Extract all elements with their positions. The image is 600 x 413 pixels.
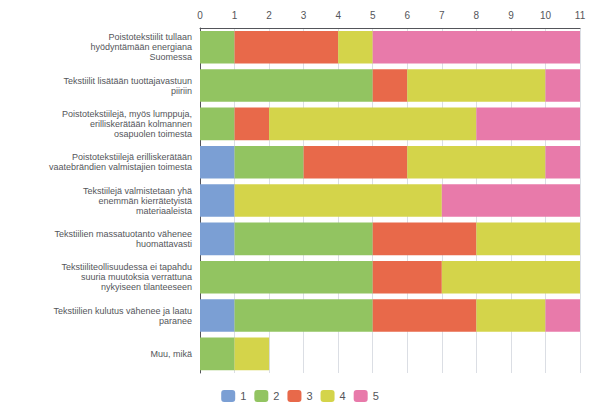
svg-text:3: 3: [301, 10, 307, 21]
svg-text:Poistotekstiilejä, myös lumppu: Poistotekstiilejä, myös lumppuja,: [62, 109, 192, 119]
svg-text:4: 4: [335, 10, 341, 21]
svg-text:8: 8: [474, 10, 480, 21]
svg-text:Poistotekstiilejä erilliskerät: Poistotekstiilejä erilliskerätään: [72, 152, 192, 162]
svg-text:1: 1: [240, 390, 246, 402]
svg-text:1: 1: [232, 10, 238, 21]
svg-text:5: 5: [373, 390, 379, 402]
svg-text:paranee: paranee: [159, 316, 192, 326]
svg-text:2: 2: [266, 10, 272, 21]
svg-text:enemmän kierrätetyistä: enemmän kierrätetyistä: [98, 196, 192, 206]
svg-text:osapuolen toimesta: osapuolen toimesta: [114, 129, 192, 139]
svg-text:5: 5: [370, 10, 376, 21]
svg-text:Tekstiilit lisätään tuottajava: Tekstiilit lisätään tuottajavastuun: [63, 76, 192, 86]
svg-text:Tekstiilien massatuotanto vähe: Tekstiilien massatuotanto vähenee: [54, 229, 192, 239]
svg-text:7: 7: [439, 10, 445, 21]
svg-text:2: 2: [273, 390, 279, 402]
svg-text:Tekstiilien kulutus vähenee ja: Tekstiilien kulutus vähenee ja laatu: [53, 306, 192, 316]
svg-text:3: 3: [306, 390, 312, 402]
svg-text:erilliskerätään kolmannen: erilliskerätään kolmannen: [90, 119, 192, 129]
svg-text:9: 9: [508, 10, 514, 21]
svg-text:nykyiseen tilanteeseen: nykyiseen tilanteeseen: [101, 282, 192, 292]
svg-text:Tekstiilejä valmistetaan yhä: Tekstiilejä valmistetaan yhä: [83, 186, 192, 196]
svg-text:Muu, mikä: Muu, mikä: [150, 349, 192, 359]
svg-text:4: 4: [340, 390, 346, 402]
svg-text:huomattavasti: huomattavasti: [136, 239, 192, 249]
svg-text:hyödyntämään energiana: hyödyntämään energiana: [90, 42, 192, 52]
svg-text:Suomessa: Suomessa: [149, 52, 192, 62]
svg-text:0: 0: [197, 10, 203, 21]
svg-text:suuria muutoksia verrattuna: suuria muutoksia verrattuna: [81, 272, 192, 282]
svg-text:materiaaleista: materiaaleista: [136, 206, 192, 216]
svg-text:11: 11: [575, 10, 586, 21]
svg-text:10: 10: [540, 10, 552, 21]
svg-text:vaatebrändien valmistajien toi: vaatebrändien valmistajien toimesta: [49, 162, 192, 172]
svg-text:Tekstiiliteollisuudessa ei tap: Tekstiiliteollisuudessa ei tapahdu: [61, 262, 192, 272]
svg-text:6: 6: [404, 10, 410, 21]
svg-text:Poistotekstiilit tullaan: Poistotekstiilit tullaan: [108, 32, 192, 42]
svg-text:piiriin: piiriin: [171, 86, 192, 96]
